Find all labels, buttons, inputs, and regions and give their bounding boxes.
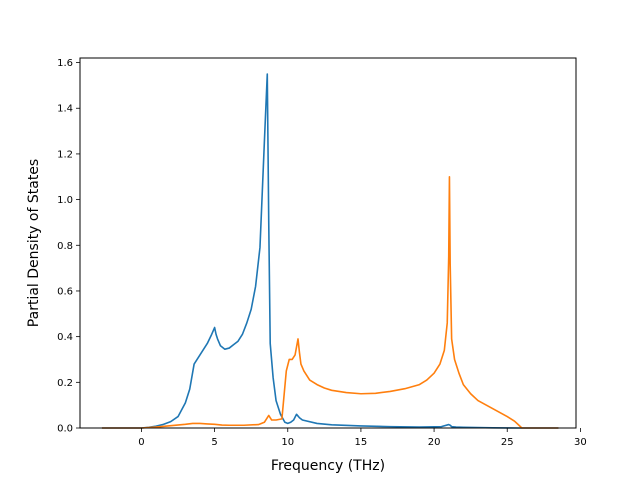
- y-tick-label: 0.6: [57, 286, 73, 297]
- y-tick-label: 0.4: [57, 332, 73, 343]
- y-tick-label: 1.4: [57, 104, 73, 115]
- x-tick-label: 10: [281, 437, 294, 448]
- series-line-1: [101, 73, 559, 429]
- y-tick-label: 1.2: [57, 149, 73, 160]
- x-axis-ticks: 0 5 10 15 20 25 30: [138, 428, 587, 448]
- x-tick-label: 20: [428, 437, 441, 448]
- series-line-2: [101, 175, 559, 429]
- x-tick-label: 15: [355, 437, 368, 448]
- x-tick-label: 25: [501, 437, 514, 448]
- y-axis-ticks: 0.0 0.2 0.4 0.6 0.8 1.0 1.2 1.4 1.6: [57, 58, 80, 435]
- y-axis-label: Partial Density of States: [26, 159, 42, 327]
- x-tick-label: 30: [574, 437, 587, 448]
- y-tick-label: 1.6: [57, 58, 73, 69]
- x-tick-label: 5: [211, 437, 217, 448]
- series-layer: [101, 73, 559, 429]
- y-tick-label: 0.2: [57, 378, 73, 389]
- x-axis-label: Frequency (THz): [271, 458, 385, 474]
- x-tick-label: 0: [138, 437, 144, 448]
- y-tick-label: 0.0: [57, 424, 73, 435]
- plot-frame: [79, 57, 577, 429]
- y-tick-label: 0.8: [57, 241, 73, 252]
- y-tick-label: 1.0: [57, 195, 73, 206]
